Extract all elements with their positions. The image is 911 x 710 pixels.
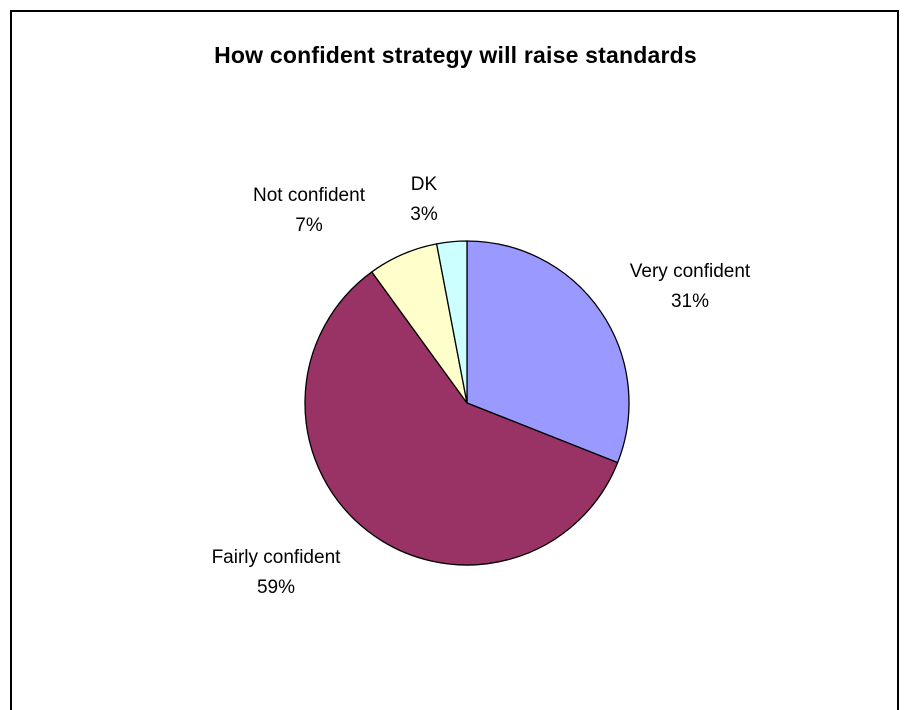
chart-title: How confident strategy will raise standa… [214,42,697,68]
slice-label: Not confident [253,185,366,206]
slice-label: DK [411,174,438,195]
pie-slice-very-confident [466,240,630,464]
chart-frame [10,10,899,710]
slice-percent-label: 31% [671,291,709,312]
slice-percent-label: 3% [410,204,438,225]
slice-label: Fairly confident [212,547,342,568]
pie-slice-dk [435,240,468,404]
pie-slice-fairly-confident [304,271,619,566]
slice-percent-label: 7% [295,215,323,236]
slice-label: Very confident [630,261,751,282]
slice-percent-label: 59% [257,577,295,598]
